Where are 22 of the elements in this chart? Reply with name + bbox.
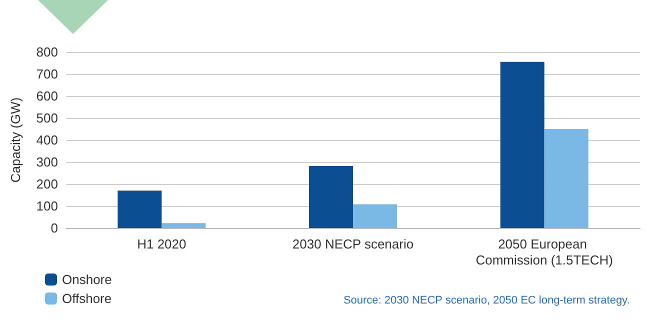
- y-tick-label: 0: [50, 220, 58, 236]
- y-tick-label: 500: [36, 110, 58, 126]
- y-tick-label: 700: [36, 66, 58, 82]
- bar: [162, 223, 206, 228]
- y-tick-label: 400: [36, 132, 58, 148]
- x-tick-label: H1 2020: [137, 236, 186, 252]
- y-axis-title: Capacity (GW): [8, 97, 23, 183]
- bar: [500, 62, 544, 228]
- x-tick-label: 2050 European Commission (1.5TECH): [476, 236, 613, 268]
- y-tick-label: 300: [36, 154, 58, 170]
- y-tick-label: 800: [36, 44, 58, 60]
- bar: [353, 204, 397, 228]
- bar: [309, 166, 353, 228]
- source-note: Source: 2030 NECP scenario, 2050 EC long-term strategy.: [343, 294, 630, 306]
- y-tick-label: 200: [36, 176, 58, 192]
- bar: [118, 190, 162, 228]
- y-tick-label: 100: [36, 198, 58, 214]
- legend-label: Onshore: [62, 272, 112, 287]
- y-tick-label: 600: [36, 88, 58, 104]
- legend-label: Offshore: [62, 291, 112, 306]
- bar: [544, 129, 588, 228]
- x-tick-label: 2030 NECP scenario: [292, 236, 414, 252]
